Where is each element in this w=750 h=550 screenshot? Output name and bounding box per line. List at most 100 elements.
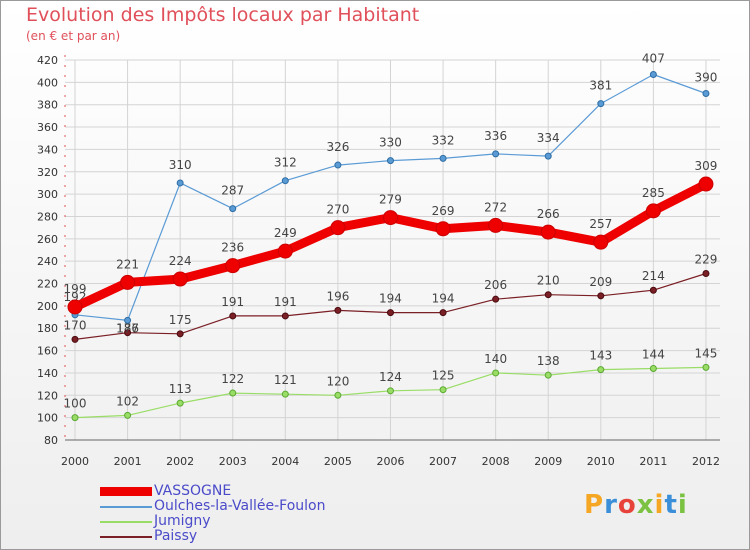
legend-item-paissy: Paissy [100, 529, 325, 544]
legend-item-jumigny: Jumigny [100, 514, 325, 529]
data-label-0: 270 [326, 203, 349, 217]
x-tick-label: 2003 [219, 455, 247, 468]
y-tick-label: 400 [37, 76, 58, 89]
series-point-0 [435, 221, 451, 237]
data-label-1: 381 [589, 79, 612, 93]
series-point-3 [281, 312, 289, 320]
data-label-2: 122 [221, 372, 244, 386]
y-tick-label: 80 [44, 434, 58, 447]
data-label-0: 236 [221, 241, 244, 255]
data-label-3: 206 [484, 278, 507, 292]
data-label-1: 330 [379, 136, 402, 150]
data-label-1: 312 [274, 156, 297, 170]
x-tick-label: 2001 [114, 455, 142, 468]
chart-subtitle: (en € et par an) [26, 29, 121, 43]
series-point-2 [492, 369, 500, 377]
y-tick-label: 280 [37, 210, 58, 223]
data-label-1: 332 [432, 133, 455, 147]
series-point-3 [71, 335, 79, 343]
series-point-2 [702, 363, 710, 371]
x-tick-label: 2007 [429, 455, 457, 468]
series-point-3 [334, 306, 342, 314]
series-point-2 [124, 411, 132, 419]
series-point-1 [124, 316, 132, 324]
x-tick-label: 2008 [482, 455, 510, 468]
data-label-3: 170 [64, 318, 87, 332]
series-point-3 [229, 312, 237, 320]
data-label-3: 191 [274, 295, 297, 309]
legend-swatch-vassogne [100, 487, 152, 496]
y-tick-label: 100 [37, 412, 58, 425]
data-label-0: 269 [432, 204, 455, 218]
y-tick-label: 180 [37, 322, 58, 335]
data-label-0: 199 [64, 282, 87, 296]
x-tick-label: 2006 [376, 455, 404, 468]
logo-letter: r [604, 490, 618, 520]
x-tick-label: 2010 [587, 455, 615, 468]
series-point-1 [544, 152, 552, 160]
legend-item-vassogne: VASSOGNE [100, 484, 325, 499]
data-label-1: 390 [695, 71, 718, 85]
y-tick-label: 220 [37, 278, 58, 291]
y-tick-label: 380 [37, 99, 58, 112]
series-point-0 [540, 224, 556, 240]
y-tick-label: 300 [37, 188, 58, 201]
series-point-1 [492, 150, 500, 158]
data-label-1: 407 [642, 52, 665, 66]
proxiti-logo: Proxiti [584, 490, 688, 520]
data-label-2: 124 [379, 370, 402, 384]
data-label-2: 125 [432, 369, 455, 383]
series-point-2 [386, 387, 394, 395]
data-label-2: 102 [116, 394, 139, 408]
y-tick-label: 420 [37, 54, 58, 67]
series-point-1 [386, 157, 394, 165]
y-tick-label: 240 [37, 255, 58, 268]
data-label-0: 249 [274, 226, 297, 240]
x-tick-label: 2005 [324, 455, 352, 468]
data-label-2: 121 [274, 373, 297, 387]
legend-label-paissy: Paissy [154, 528, 198, 544]
y-tick-label: 260 [37, 233, 58, 246]
x-tick-label: 2012 [692, 455, 720, 468]
data-label-3: 175 [169, 313, 192, 327]
series-point-3 [176, 330, 184, 338]
series-point-0 [593, 234, 609, 250]
series-point-3 [649, 286, 657, 294]
series-point-0 [277, 243, 293, 259]
series-point-3 [597, 292, 605, 300]
series-point-1 [334, 161, 342, 169]
data-label-2: 100 [64, 397, 87, 411]
legend-swatch-oulches [100, 505, 152, 508]
logo-letter: P [584, 490, 605, 520]
series-point-2 [176, 399, 184, 407]
data-label-1: 310 [169, 158, 192, 172]
data-label-2: 120 [326, 374, 349, 388]
x-tick-label: 2004 [271, 455, 299, 468]
series-point-2 [597, 366, 605, 374]
series-point-3 [386, 309, 394, 317]
data-label-2: 144 [642, 347, 665, 361]
series-point-0 [172, 271, 188, 287]
data-label-3: 196 [326, 289, 349, 303]
y-tick-label: 360 [37, 121, 58, 134]
data-label-3: 194 [432, 292, 455, 306]
series-point-3 [124, 329, 132, 337]
legend-swatch-paissy [100, 535, 152, 538]
series-point-2 [229, 389, 237, 397]
series-point-2 [334, 391, 342, 399]
data-label-3: 209 [589, 275, 612, 289]
series-point-0 [488, 217, 504, 233]
logo-letter: i [654, 490, 665, 520]
legend-label-oulches: Oulches-la-Vallée-Foulon [154, 498, 326, 514]
data-label-1: 287 [221, 184, 244, 198]
series-point-1 [597, 100, 605, 108]
x-tick-label: 2011 [639, 455, 667, 468]
data-label-0: 224 [169, 254, 192, 268]
data-label-0: 266 [537, 207, 560, 221]
data-label-3: 214 [642, 269, 665, 283]
chart-title: Evolution des Impôts locaux par Habitant [26, 4, 420, 26]
logo-letter: i [677, 490, 688, 520]
data-label-2: 140 [484, 352, 507, 366]
